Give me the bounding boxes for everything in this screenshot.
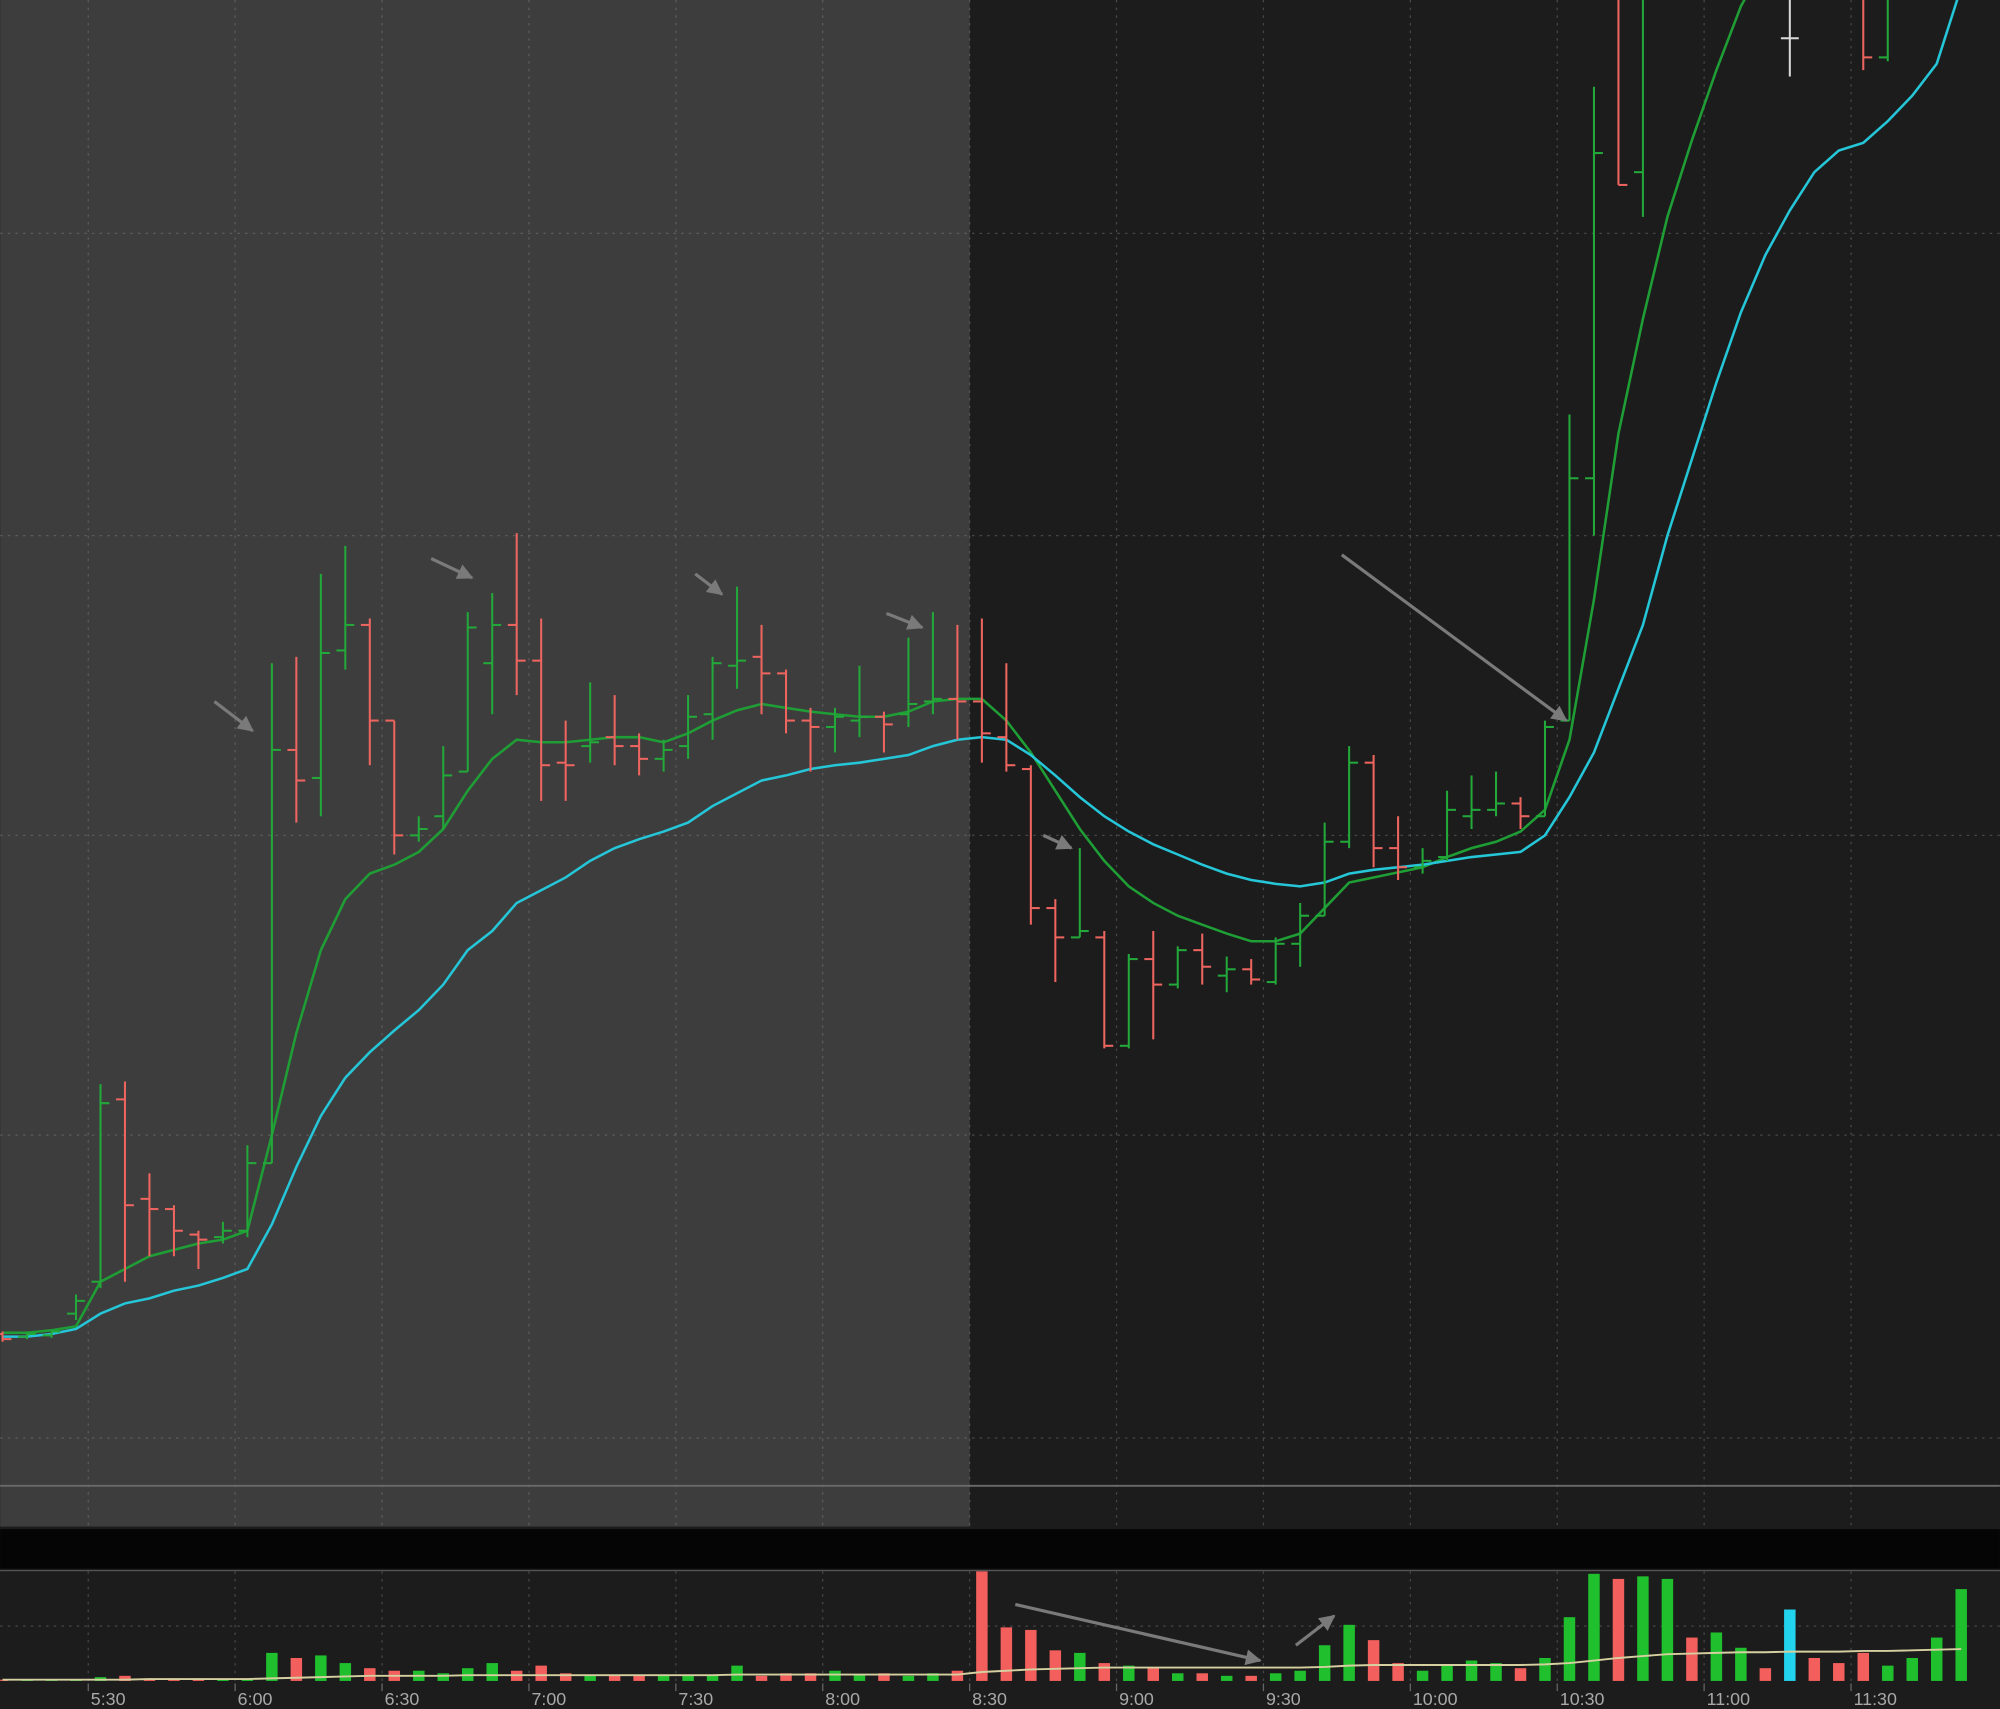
volume-bar [1294,1670,1306,1681]
extended-hours-shade [0,0,970,1527]
volume-bar [1490,1663,1502,1681]
volume-bar [1955,1589,1967,1681]
volume-bar [1637,1576,1649,1681]
volume-bar [1147,1668,1160,1681]
volume-bar [1318,1645,1331,1681]
volume-bar [266,1652,278,1681]
volume-bar [1514,1668,1527,1681]
volume-bar [755,1675,768,1681]
volume-bar [829,1670,841,1681]
volume-bar [780,1673,792,1681]
volume-bar [1196,1673,1208,1681]
volume-bar [559,1673,572,1681]
annotations [213,553,1568,1666]
volume-bar [1539,1657,1551,1681]
volume-bar [1172,1673,1184,1681]
x-tick-label: 6:30 [385,1689,420,1709]
x-tick-label: 8:00 [825,1689,860,1709]
volume-bar [1025,1629,1037,1681]
x-tick-label: 10:30 [1560,1689,1605,1709]
volume-bar [976,1571,988,1681]
volume-bar [1808,1657,1821,1681]
volume-bar [1441,1665,1453,1681]
x-tick-label: 6:00 [238,1689,273,1709]
volume-bar [1245,1675,1257,1681]
x-tick-label: 10:00 [1413,1689,1458,1709]
arrow [1340,553,1568,722]
x-tick-label: 7:00 [531,1689,566,1709]
x-tick-label: 11:30 [1854,1689,1897,1709]
volume-bar [1465,1660,1478,1681]
volume-bar [315,1655,327,1681]
volume-bar [1882,1665,1894,1681]
volume-bar [1392,1663,1404,1681]
arrow [1014,1602,1262,1666]
x-tick-label: 9:00 [1119,1689,1154,1709]
volume-bar [1563,1617,1576,1681]
volume-bar [657,1675,670,1681]
volume-bar [951,1670,964,1681]
volume-bar [1416,1670,1429,1681]
volume-bar [1686,1637,1698,1681]
volume-bar [290,1657,303,1681]
volume-bar [927,1673,939,1681]
volume-bar [633,1675,645,1681]
volume-bar [535,1665,547,1681]
volume-bar [731,1665,743,1681]
arrow [213,700,254,733]
volume-bar [853,1674,866,1681]
volume-bar [1857,1652,1870,1681]
arrow [1042,833,1073,850]
x-tick-label: 9:30 [1266,1689,1301,1709]
volume-bar [682,1674,694,1681]
volume-bar [364,1668,376,1681]
volume-bar [437,1673,449,1681]
volume-bar [1759,1668,1772,1681]
x-axis: 5:30 6:00 6:30 7:00 7:30 8:00 8:30 9:00 9:30 10:0… [87,1683,1897,1709]
volume-pane [0,1571,2000,1684]
arrow [430,557,474,580]
price-pane [0,0,2000,1527]
pane-separator [0,1529,2000,1569]
volume-average [2,1648,1962,1681]
x-tick-label: 11:00 [1707,1689,1750,1709]
volume-bar [119,1675,131,1681]
x-tick-label: 8:30 [972,1689,1007,1709]
volume-bar [1074,1652,1086,1681]
arrow [694,572,724,596]
volume-bar [1612,1578,1625,1681]
volume-bar [339,1663,352,1681]
volume-bar [706,1675,719,1681]
x-tick-label: 5:30 [91,1689,126,1709]
arrow [1294,1614,1336,1647]
volume-bar [1661,1578,1674,1681]
volume-bar [1710,1632,1723,1681]
volume-bar [1833,1663,1845,1681]
volume-bar [1098,1663,1111,1681]
volume-bar [1123,1665,1135,1681]
volume-bar [608,1675,621,1681]
volume-bar [1343,1624,1355,1681]
volume-bar [1735,1647,1747,1681]
volume-bar [1000,1627,1013,1681]
volume-bar [878,1673,890,1681]
arrow [885,611,924,630]
volume-bar [1784,1609,1796,1681]
volume-bar [804,1673,817,1681]
volume-bar [584,1675,596,1681]
volume-bar [486,1663,498,1681]
volume-bar [1588,1573,1600,1681]
volume-bar [1049,1650,1062,1681]
volume-bar [1930,1637,1943,1681]
volume-bar [1220,1675,1233,1681]
volume-bar [217,1679,229,1681]
volume-bar [902,1675,915,1681]
volume-bar [1269,1673,1282,1681]
volume-bar [1367,1640,1380,1681]
x-tick-label: 7:30 [678,1689,713,1709]
volume-bar [1906,1657,1918,1681]
